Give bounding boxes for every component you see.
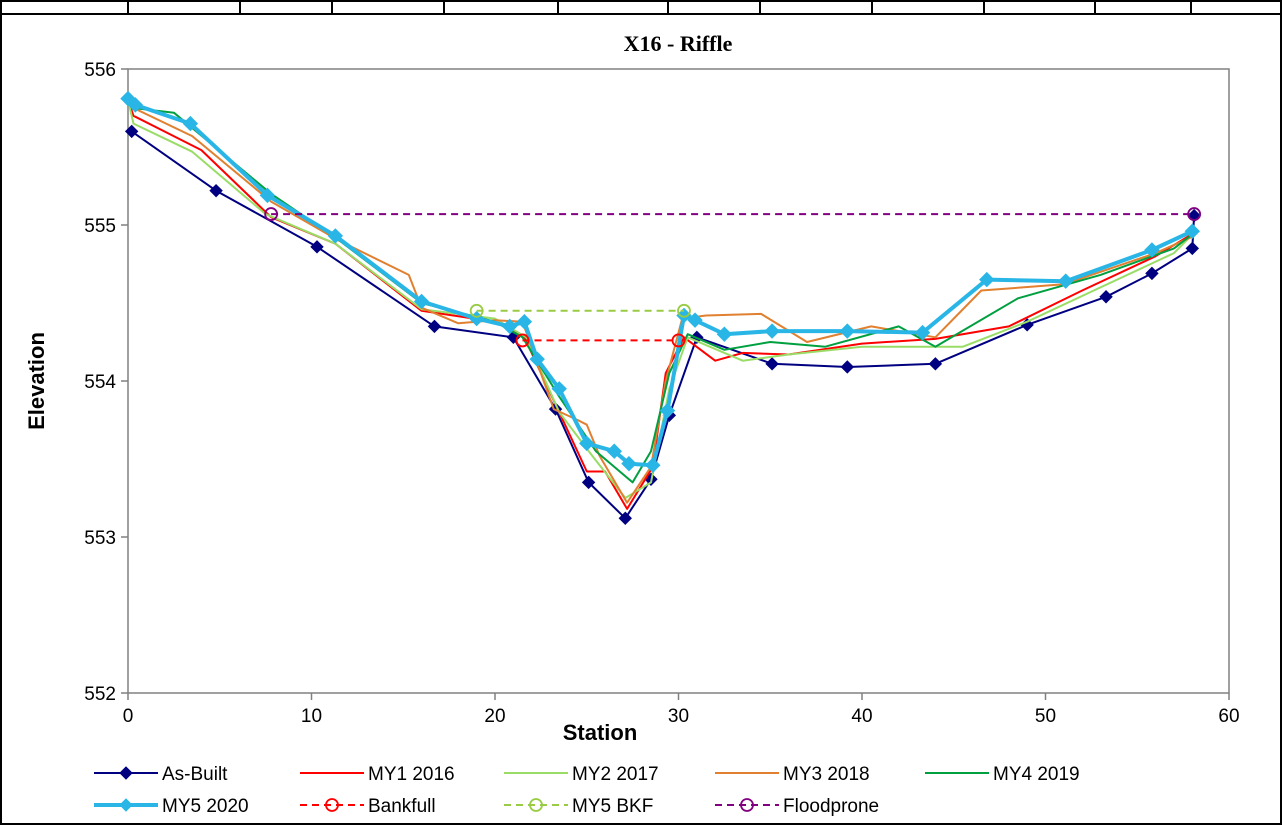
data-point-my5-2020	[1144, 242, 1160, 258]
data-point-my5-2020	[716, 326, 733, 342]
x-tick-label: 40	[851, 706, 872, 727]
data-point-my5-2020	[1184, 223, 1201, 239]
legend-label: Bankfull	[368, 796, 436, 817]
legend-item-my4-2019: MY4 2019	[925, 764, 1080, 785]
legend-label: MY4 2019	[993, 764, 1080, 785]
x-tick-label: 20	[484, 706, 505, 727]
legend-item-my3-2018: MY3 2018	[715, 764, 870, 785]
x-tick-label: 10	[301, 706, 322, 727]
data-point-my5-2020	[127, 97, 144, 113]
series-bankfull	[515, 333, 686, 348]
series-my5-bkf	[469, 303, 691, 318]
plot-area	[127, 68, 1230, 694]
data-point-my5-2020	[579, 435, 595, 452]
data-point-my5-2020	[621, 455, 637, 472]
data-point-as-built	[765, 357, 779, 371]
data-point-my5-2020	[839, 323, 856, 339]
y-tick-label: 552	[84, 684, 116, 705]
series-my2-2017	[127, 99, 1195, 499]
legend-marker	[325, 798, 339, 812]
data-point-my5-bkf	[677, 303, 691, 318]
data-point-my5-2020	[1057, 273, 1074, 289]
legend-label: MY1 2016	[368, 764, 455, 785]
data-point-my5-2020	[327, 228, 344, 244]
data-point-as-built	[581, 475, 596, 490]
y-tick-label: 556	[84, 60, 116, 81]
chart-title: X16 - Riffle	[624, 31, 733, 56]
data-point-my5-2020	[979, 271, 995, 288]
legend-label: MY3 2018	[783, 764, 870, 785]
legend-item-my1-2016: MY1 2016	[300, 764, 455, 785]
legend-label: As-Built	[162, 764, 228, 785]
data-point-floodprone	[1187, 207, 1202, 221]
legend-item-floodprone: Floodprone	[715, 796, 879, 817]
data-point-my5-2020	[501, 318, 518, 335]
y-axis: 552 553 554 555 556	[84, 60, 128, 705]
legend-marker	[740, 798, 754, 812]
data-point-as-built	[124, 124, 139, 139]
data-point-my5-2020	[645, 457, 661, 473]
data-point-my5-2020	[914, 324, 931, 341]
x-tick-label: 60	[1218, 706, 1239, 727]
data-point-my5-2020	[606, 443, 622, 459]
data-point-as-built	[1099, 290, 1113, 304]
x-axis-label: Station	[563, 720, 638, 745]
data-point-my5-2020	[259, 187, 276, 204]
legend-label: Floodprone	[783, 796, 879, 817]
data-point-as-built	[618, 511, 632, 525]
legend-item-bankfull: Bankfull	[300, 796, 436, 817]
data-point-my5-2020	[182, 115, 199, 132]
legend-item-my5-bkf: MY5 BKF	[504, 796, 653, 817]
data-point-my5-2020	[659, 402, 676, 419]
data-point-my5-2020	[764, 323, 780, 339]
series-line-my5-2020	[126, 97, 1194, 468]
y-axis-label: Elevation	[24, 332, 49, 430]
data-point-as-built	[840, 360, 855, 374]
legend-marker	[529, 798, 543, 812]
top-strip	[1, 1, 1281, 15]
data-point-as-built	[1185, 241, 1200, 256]
data-point-as-built	[310, 240, 324, 254]
data-point-as-built	[1145, 266, 1159, 281]
data-point-my5-2020	[551, 381, 567, 397]
legend-marker	[119, 766, 133, 780]
series-floodprone	[264, 207, 1202, 221]
data-point-as-built	[209, 183, 223, 198]
legend-label: MY5 BKF	[572, 796, 653, 817]
y-tick-label: 555	[84, 216, 116, 237]
data-point-bankfull	[671, 333, 686, 348]
x-tick-label: 30	[668, 706, 689, 727]
legend-label: MY5 2020	[162, 796, 249, 817]
y-tick-label: 554	[84, 372, 116, 393]
data-point-my5-2020	[413, 293, 430, 310]
legend-item-as-built: As-Built	[94, 764, 228, 785]
data-point-bankfull	[515, 333, 530, 348]
data-point-as-built	[427, 319, 442, 334]
legend-item-my5-2020: MY5 2020	[94, 796, 249, 817]
data-point-floodprone	[264, 207, 279, 221]
legend-label: MY2 2017	[572, 764, 659, 785]
series-layer	[120, 90, 1202, 525]
data-point-my5-2020	[516, 314, 533, 330]
data-point-as-built	[928, 357, 943, 371]
x-axis: 0 10 20 30 40 50 60	[123, 693, 1240, 727]
x-tick-label: 50	[1035, 706, 1056, 727]
data-point-my5-2020	[687, 312, 703, 328]
legend: As-Built MY1 2016 MY2 2017 MY3 2018 MY4 2019…	[94, 764, 1080, 817]
data-point-my5-bkf	[469, 303, 484, 318]
y-tick-label: 553	[84, 528, 116, 549]
legend-item-my2-2017: MY2 2017	[504, 764, 659, 785]
legend-marker	[119, 798, 133, 812]
data-point-my5-2020	[529, 351, 545, 367]
series-line-my2-2017	[127, 99, 1195, 499]
x-tick-label: 0	[123, 706, 134, 727]
